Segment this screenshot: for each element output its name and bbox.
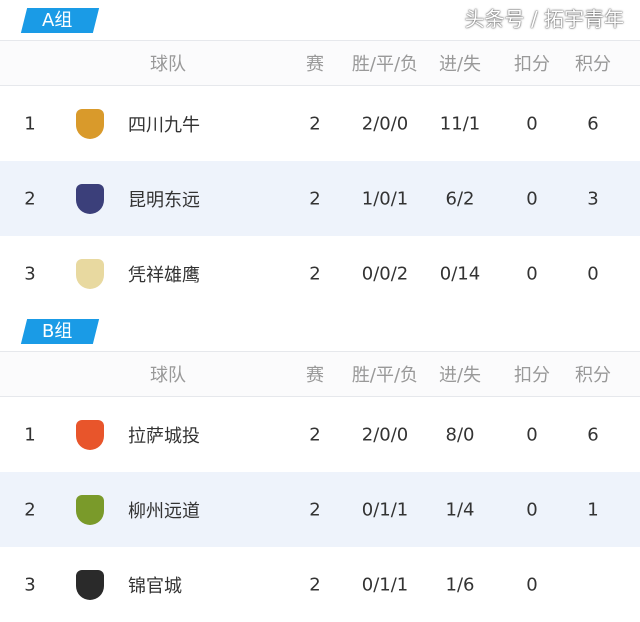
header-points: 积分 xyxy=(575,365,611,386)
header-wdl: 胜/平/负 xyxy=(351,365,419,386)
rank: 2 xyxy=(24,499,36,520)
cell-deduct: 0 xyxy=(526,263,538,284)
team-logo-icon xyxy=(76,569,104,600)
cell-deduct: 0 xyxy=(526,188,538,209)
table-row[interactable]: 3 凭祥雄鹰 2 0/0/2 0/14 0 0 xyxy=(0,236,640,311)
watermark: 头条号 / 拓宇青年 xyxy=(464,7,624,31)
team-logo-icon xyxy=(76,419,104,450)
cell-points: 3 xyxy=(587,188,599,209)
cell-played: 2 xyxy=(309,424,321,445)
header-team: 球队 xyxy=(150,365,186,386)
rank: 3 xyxy=(24,263,36,284)
group-label: A组 xyxy=(42,10,73,31)
team-name: 四川九牛 xyxy=(128,114,200,136)
cell-goals: 6/2 xyxy=(445,188,475,209)
header-played: 赛 xyxy=(306,365,324,386)
team-logo-icon xyxy=(76,183,104,214)
header-deduct: 扣分 xyxy=(514,365,550,386)
team-logo-icon xyxy=(76,108,104,139)
header-deduct: 扣分 xyxy=(514,54,550,75)
cell-played: 2 xyxy=(309,574,321,595)
team-name: 拉萨城投 xyxy=(128,425,200,447)
table-row[interactable]: 2 昆明东远 2 1/0/1 6/2 0 3 xyxy=(0,161,640,236)
header-goals: 进/失 xyxy=(438,54,482,75)
group-tab[interactable]: A组 xyxy=(20,8,100,33)
team-logo-icon xyxy=(76,258,104,289)
header-points: 积分 xyxy=(575,54,611,75)
cell-played: 2 xyxy=(309,263,321,284)
header-played: 赛 xyxy=(306,54,324,75)
table-header: 球队 赛 胜/平/负 进/失 扣分 积分 xyxy=(0,40,640,86)
team-name: 昆明东远 xyxy=(128,189,200,211)
team-name: 凭祥雄鹰 xyxy=(128,264,200,286)
cell-played: 2 xyxy=(309,188,321,209)
table-row[interactable]: 1 四川九牛 2 2/0/0 11/1 0 6 xyxy=(0,86,640,161)
cell-played: 2 xyxy=(309,499,321,520)
group-tab[interactable]: B组 xyxy=(20,319,100,344)
header-wdl: 胜/平/负 xyxy=(351,54,419,75)
cell-deduct: 0 xyxy=(526,574,538,595)
team-name: 锦官城 xyxy=(128,575,182,597)
cell-wdl: 2/0/0 xyxy=(361,424,409,445)
cell-wdl: 0/0/2 xyxy=(361,263,409,284)
cell-goals: 1/4 xyxy=(445,499,475,520)
rank: 3 xyxy=(24,574,36,595)
cell-wdl: 2/0/0 xyxy=(361,113,409,134)
header-team: 球队 xyxy=(150,54,186,75)
cell-deduct: 0 xyxy=(526,113,538,134)
cell-points: 6 xyxy=(587,424,599,445)
rank: 2 xyxy=(24,188,36,209)
cell-deduct: 0 xyxy=(526,499,538,520)
rank: 1 xyxy=(24,113,36,134)
cell-wdl: 0/1/1 xyxy=(361,499,409,520)
table-header: 球队 赛 胜/平/负 进/失 扣分 积分 xyxy=(0,351,640,397)
table-row[interactable]: 2 柳州远道 2 0/1/1 1/4 0 1 xyxy=(0,472,640,547)
cell-points: 1 xyxy=(587,499,599,520)
group-tab-row: B组 xyxy=(0,311,640,351)
rank: 1 xyxy=(24,424,36,445)
team-logo-icon xyxy=(76,494,104,525)
cell-goals: 0/14 xyxy=(439,263,481,284)
cell-goals: 11/1 xyxy=(439,113,481,134)
cell-points: 0 xyxy=(587,263,599,284)
cell-wdl: 1/0/1 xyxy=(361,188,409,209)
cell-points: 6 xyxy=(587,113,599,134)
table-row[interactable]: 1 拉萨城投 2 2/0/0 8/0 0 6 xyxy=(0,397,640,472)
table-row[interactable]: 3 锦官城 2 0/1/1 1/6 0 xyxy=(0,547,640,622)
cell-played: 2 xyxy=(309,113,321,134)
cell-goals: 8/0 xyxy=(445,424,475,445)
cell-wdl: 0/1/1 xyxy=(361,574,409,595)
header-goals: 进/失 xyxy=(438,365,482,386)
cell-goals: 1/6 xyxy=(445,574,475,595)
team-name: 柳州远道 xyxy=(128,500,200,522)
group-label: B组 xyxy=(42,321,73,342)
cell-deduct: 0 xyxy=(526,424,538,445)
